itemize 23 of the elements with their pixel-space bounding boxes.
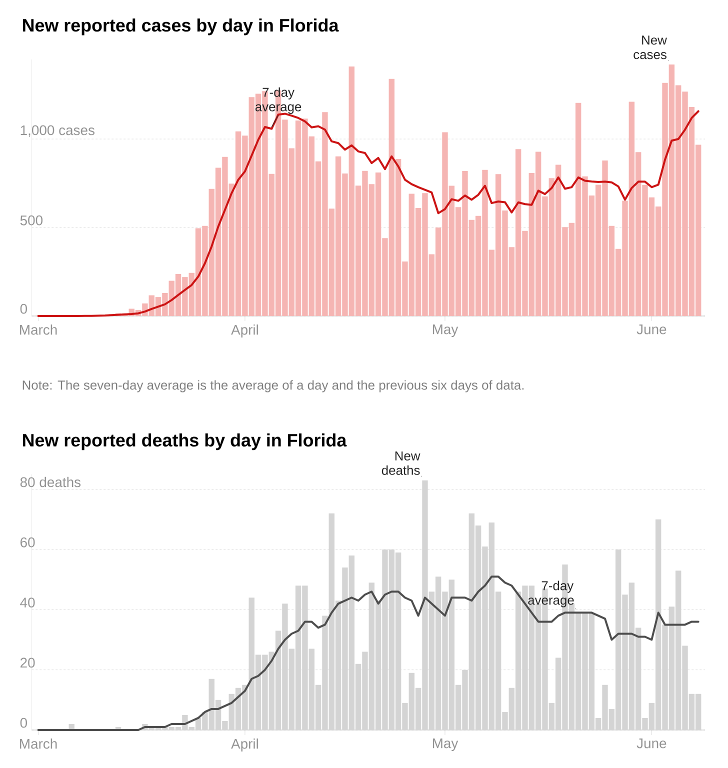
y-tick-label: 60 (20, 537, 35, 548)
chart-title: New reported deaths by day in Florida (23, 433, 347, 450)
annotation: New deaths (382, 451, 420, 475)
x-tick-label: May (432, 324, 458, 337)
y-tick-label: 0 (20, 718, 28, 728)
annotation: New cases (634, 36, 667, 60)
y-tick-label: 80 deaths (20, 476, 81, 488)
text: Note: The seven-day average is the average of a day and the previous six days of data. (22, 380, 524, 392)
x-tick-label: March (20, 738, 57, 749)
x-tick-label: June (636, 738, 666, 748)
x-tick-label: April (231, 324, 258, 338)
x-tick-label: June (636, 324, 666, 334)
y-tick-label: 1,000 cases (20, 125, 94, 137)
y-tick-label: 20 (20, 658, 35, 668)
y-tick-label: 500 (20, 215, 43, 226)
chart-title: New reported cases by day in Florida (23, 18, 339, 36)
y-tick-label: 40 (20, 598, 35, 608)
x-tick-label: April (231, 738, 258, 752)
x-tick-label: May (432, 738, 458, 752)
y-tick-label: 0 (20, 304, 28, 314)
annotation: 7-day average (528, 580, 574, 608)
x-tick-label: March (20, 324, 57, 335)
annotation: 7-day average (255, 87, 302, 114)
